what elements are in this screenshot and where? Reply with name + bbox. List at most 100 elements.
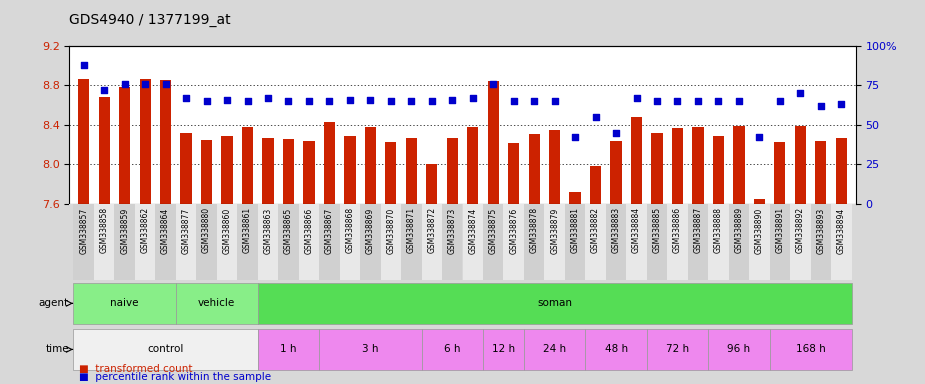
Point [363,96,377,103]
Point [322,98,337,104]
Bar [73,283,176,324]
Bar [549,130,561,204]
Text: GSM338869: GSM338869 [366,207,375,253]
Bar [524,204,545,280]
Bar [99,97,110,204]
Text: 96 h: 96 h [727,344,750,354]
Bar [221,136,233,204]
Point [629,95,644,101]
Text: GSM338886: GSM338886 [673,207,682,253]
Point [793,90,808,96]
Bar [319,204,339,280]
Bar [115,204,135,280]
Text: GSM338875: GSM338875 [488,207,498,253]
Bar [201,139,212,204]
Text: GSM338893: GSM338893 [817,207,825,253]
Bar [344,136,355,204]
Bar [135,204,155,280]
Point [384,98,399,104]
Bar [754,199,765,204]
Text: GSM338879: GSM338879 [550,207,559,253]
Bar [503,204,524,280]
Bar [770,329,852,370]
Text: GSM338871: GSM338871 [407,207,416,253]
Point [76,62,91,68]
Text: GSM338891: GSM338891 [775,207,784,253]
Bar [565,204,586,280]
Point [588,114,603,120]
Bar [586,329,647,370]
Text: GSM338865: GSM338865 [284,207,293,253]
Bar [713,136,724,204]
Bar [422,329,483,370]
Point [711,98,726,104]
Bar [119,88,130,204]
Bar [483,204,503,280]
Bar [364,127,376,204]
Text: GSM338863: GSM338863 [264,207,273,253]
Bar [283,139,294,204]
Bar [687,204,709,280]
Bar [299,204,319,280]
Text: naive: naive [110,298,139,308]
Text: GSM338876: GSM338876 [509,207,518,253]
Text: GSM338868: GSM338868 [345,207,354,253]
Bar [241,127,253,204]
Text: GSM338890: GSM338890 [755,207,764,253]
Point [732,98,746,104]
Point [752,134,767,141]
Text: 1 h: 1 h [280,344,297,354]
Bar [790,204,810,280]
Text: control: control [147,344,184,354]
Bar [810,204,831,280]
Bar [319,329,422,370]
Bar [709,204,729,280]
Point [506,98,521,104]
Bar [73,204,94,280]
Bar [339,204,360,280]
Point [179,95,193,101]
Text: GSM338864: GSM338864 [161,207,170,253]
Point [834,101,849,108]
Text: GSM338857: GSM338857 [80,207,88,253]
Point [486,81,500,87]
Bar [831,204,852,280]
Point [240,98,255,104]
Bar [835,137,847,204]
Text: 168 h: 168 h [796,344,825,354]
Text: GDS4940 / 1377199_at: GDS4940 / 1377199_at [69,13,231,27]
Text: GSM338887: GSM338887 [694,207,702,253]
Text: ■  transformed count: ■ transformed count [79,364,192,374]
Bar [258,283,852,324]
Text: GSM338877: GSM338877 [181,207,191,253]
Bar [324,122,335,204]
Text: soman: soman [537,298,573,308]
Text: GSM338858: GSM338858 [100,207,108,253]
Bar [770,204,790,280]
Bar [570,192,581,204]
Bar [360,204,380,280]
Bar [196,204,216,280]
Bar [155,204,176,280]
Point [342,96,357,103]
Text: GSM338862: GSM338862 [141,207,150,253]
Bar [140,79,151,204]
Bar [815,141,826,204]
Point [281,98,296,104]
Point [526,98,541,104]
Point [772,98,787,104]
Bar [606,204,626,280]
Bar [545,204,565,280]
Point [404,98,419,104]
Text: GSM338882: GSM338882 [591,207,600,253]
Point [609,130,623,136]
Point [117,81,132,87]
Bar [729,204,749,280]
Point [97,87,112,93]
Point [568,134,583,141]
Bar [631,117,642,204]
Bar [447,137,458,204]
Point [219,96,234,103]
Point [199,98,214,104]
Bar [692,127,704,204]
